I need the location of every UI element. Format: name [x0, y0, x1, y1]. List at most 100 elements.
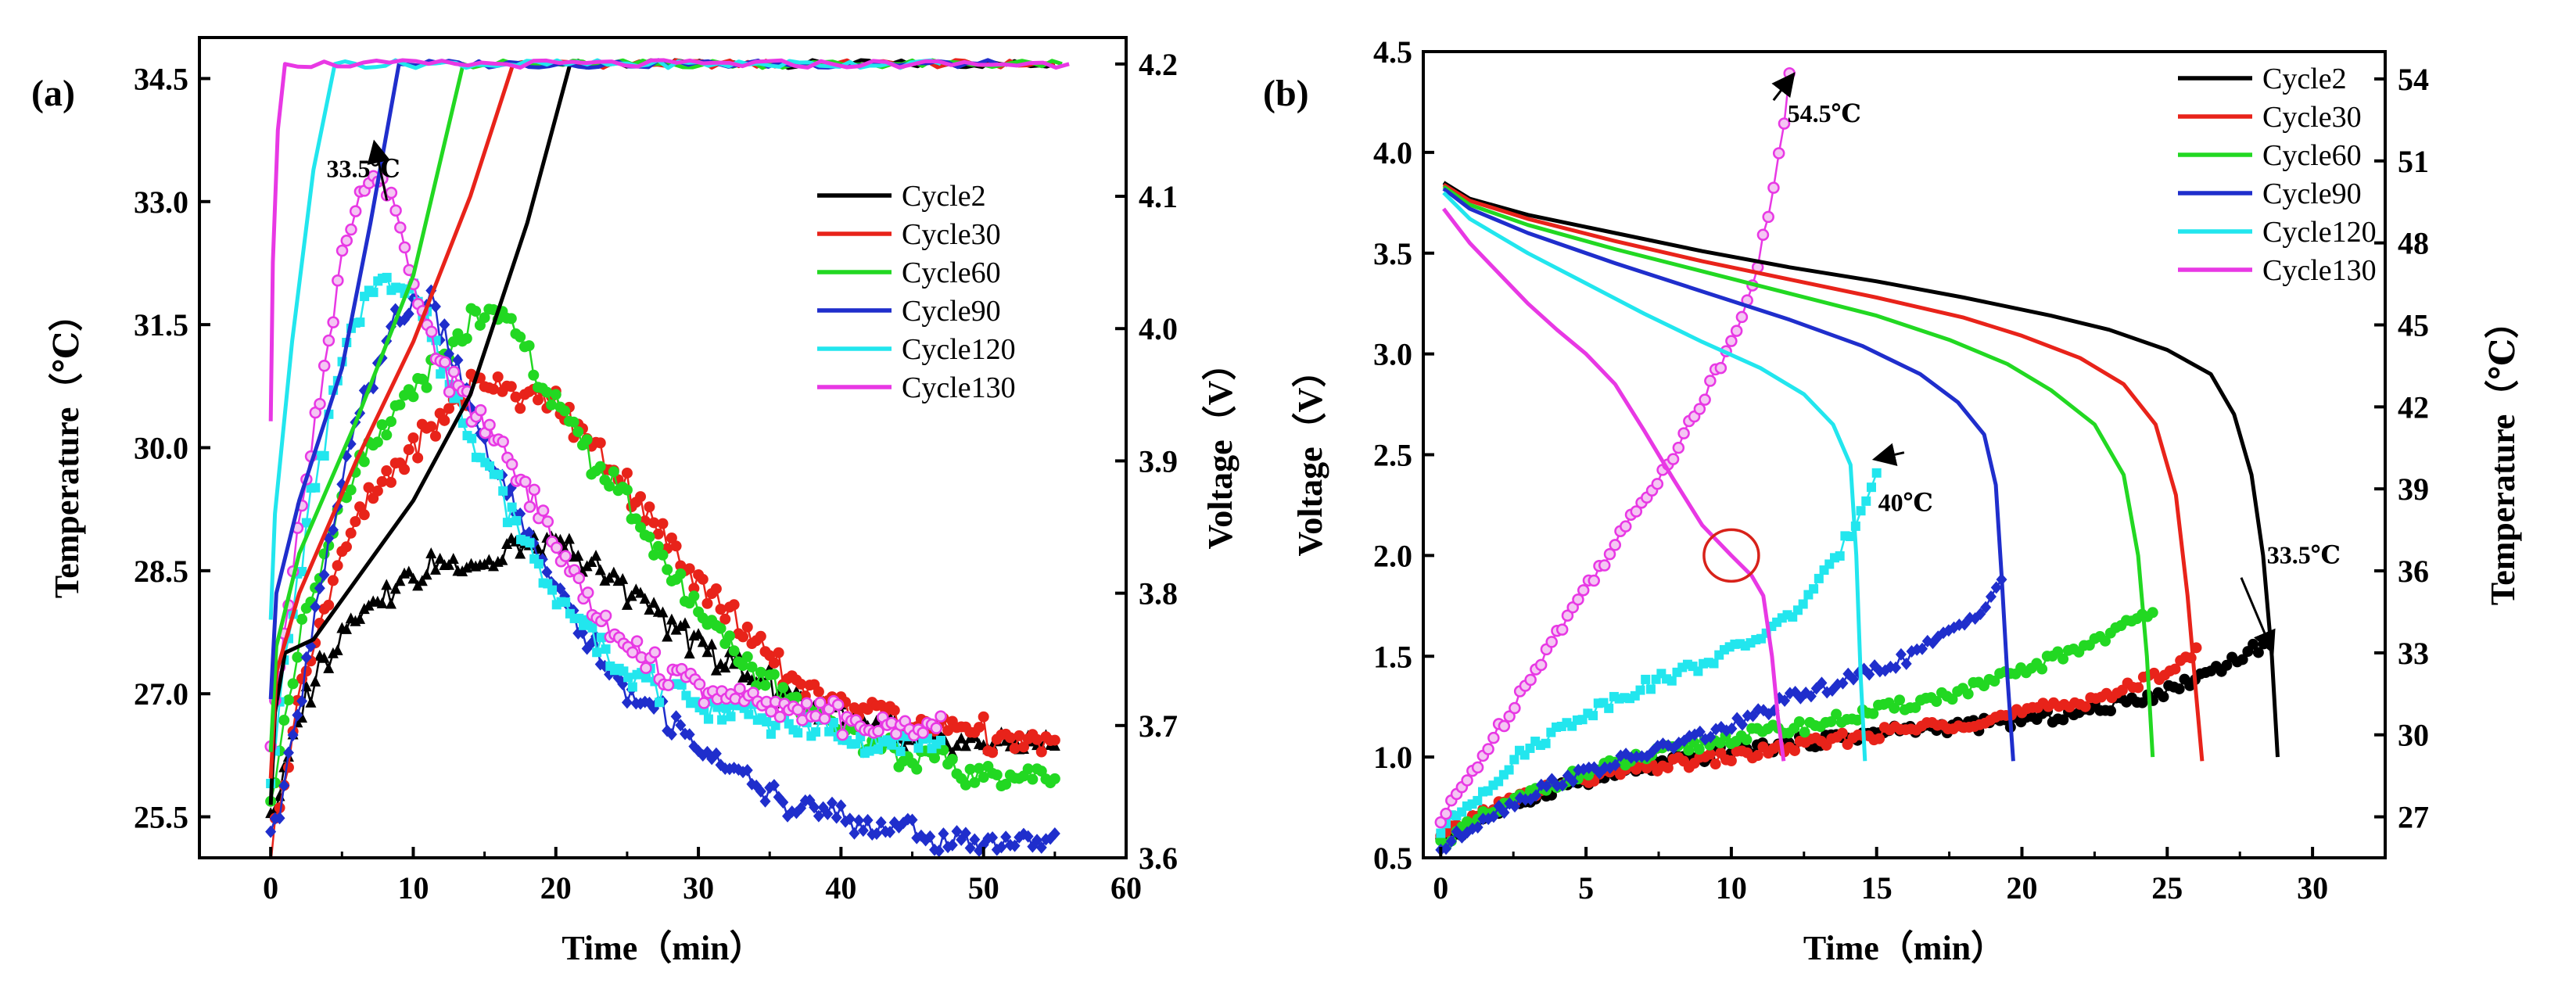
- data-point: [354, 612, 366, 624]
- data-point: [483, 418, 496, 432]
- data-point: [951, 825, 963, 838]
- data-point: [929, 752, 941, 764]
- data-point: [679, 617, 691, 629]
- y-right-tick-label: 45: [2398, 307, 2429, 342]
- temperature-series-cycle130: [1434, 67, 1796, 829]
- data-point: [439, 356, 451, 369]
- data-point: [301, 518, 311, 528]
- y-right-tick-label: 30: [2398, 718, 2429, 753]
- data-point: [1472, 820, 1484, 834]
- data-point: [1975, 608, 1986, 621]
- data-point: [755, 666, 766, 678]
- x-tick-label: 50: [968, 870, 999, 906]
- voltage-line-cycle130: [1442, 207, 1786, 762]
- x-tick-label: 0: [1433, 870, 1448, 906]
- data-point: [398, 241, 411, 254]
- y-left-tick-label: 4.5: [1373, 34, 1412, 70]
- data-point: [1436, 828, 1446, 838]
- data-point: [349, 205, 362, 217]
- legend-label-cycle120: Cycle120: [2262, 216, 2377, 249]
- data-point: [429, 563, 441, 575]
- data-point: [621, 484, 633, 496]
- data-point: [310, 482, 321, 493]
- data-point: [265, 859, 276, 870]
- data-point: [511, 515, 522, 525]
- data-point: [1835, 551, 1845, 561]
- data-point: [1541, 738, 1551, 748]
- data-point: [635, 491, 647, 503]
- data-point: [762, 716, 772, 726]
- data-point: [872, 725, 884, 737]
- data-point: [1798, 599, 1808, 609]
- data-point: [278, 779, 290, 792]
- data-point: [572, 550, 584, 561]
- legend-label-cycle60: Cycle60: [902, 256, 1001, 289]
- data-point: [389, 583, 401, 594]
- temperature-series-cycle90: [1435, 573, 2007, 856]
- data-point: [936, 736, 945, 746]
- data-point: [770, 720, 780, 730]
- data-point: [443, 386, 456, 398]
- data-point: [1816, 676, 1828, 690]
- data-point: [421, 382, 432, 393]
- data-point: [712, 702, 723, 712]
- data-point: [924, 830, 936, 843]
- data-point: [648, 517, 660, 529]
- data-point: [394, 221, 407, 234]
- data-point: [1035, 746, 1047, 758]
- data-point: [824, 726, 834, 737]
- data-point: [621, 696, 633, 709]
- data-point: [996, 841, 1007, 854]
- data-point: [332, 274, 344, 287]
- data-point: [1916, 642, 1928, 655]
- legend-label-cycle90: Cycle90: [2262, 178, 2362, 210]
- data-point: [851, 739, 861, 749]
- data-point: [862, 813, 874, 827]
- data-point: [568, 416, 579, 428]
- data-point: [498, 486, 508, 496]
- data-point: [479, 312, 490, 324]
- annotation-arrow: [1871, 443, 1905, 466]
- data-point: [528, 483, 540, 497]
- data-point: [1693, 666, 1703, 676]
- voltage-line-cycle60: [1442, 185, 2155, 758]
- data-point: [358, 509, 370, 521]
- data-point: [327, 316, 339, 328]
- data-point: [728, 599, 740, 611]
- data-point: [492, 371, 504, 383]
- legend-label-cycle2: Cycle2: [2262, 63, 2347, 95]
- data-point: [296, 694, 308, 708]
- y-right-tick-label: 4.1: [1139, 179, 1178, 214]
- x-tick-label: 5: [1578, 870, 1594, 906]
- data-point: [1778, 117, 1791, 130]
- data-point: [2058, 653, 2069, 665]
- data-point: [1852, 714, 1864, 726]
- data-point: [1645, 684, 1656, 694]
- x-tick-label: 15: [1861, 870, 1893, 906]
- data-point: [550, 389, 561, 400]
- data-point: [1651, 478, 1664, 490]
- data-point: [627, 682, 637, 692]
- data-point: [590, 550, 602, 561]
- temperature-series-cycle30: [265, 368, 1060, 870]
- data-point: [594, 461, 606, 472]
- data-point: [734, 683, 746, 695]
- y-right-tick-label: 27: [2398, 800, 2429, 835]
- data-point: [1009, 839, 1021, 852]
- data-point: [874, 744, 884, 755]
- data-point: [1772, 147, 1785, 160]
- data-point: [394, 575, 406, 586]
- data-point: [282, 746, 294, 759]
- data-point: [452, 353, 464, 367]
- data-point: [1609, 539, 1622, 551]
- data-point: [759, 794, 771, 808]
- data-point: [592, 647, 602, 658]
- data-point: [559, 550, 572, 562]
- y-left-tick-label: 33.0: [134, 185, 188, 220]
- data-point: [403, 565, 414, 577]
- data-point: [648, 597, 660, 608]
- data-point: [773, 647, 784, 658]
- data-point: [1027, 773, 1039, 785]
- data-point: [523, 526, 535, 540]
- data-point: [991, 769, 1003, 781]
